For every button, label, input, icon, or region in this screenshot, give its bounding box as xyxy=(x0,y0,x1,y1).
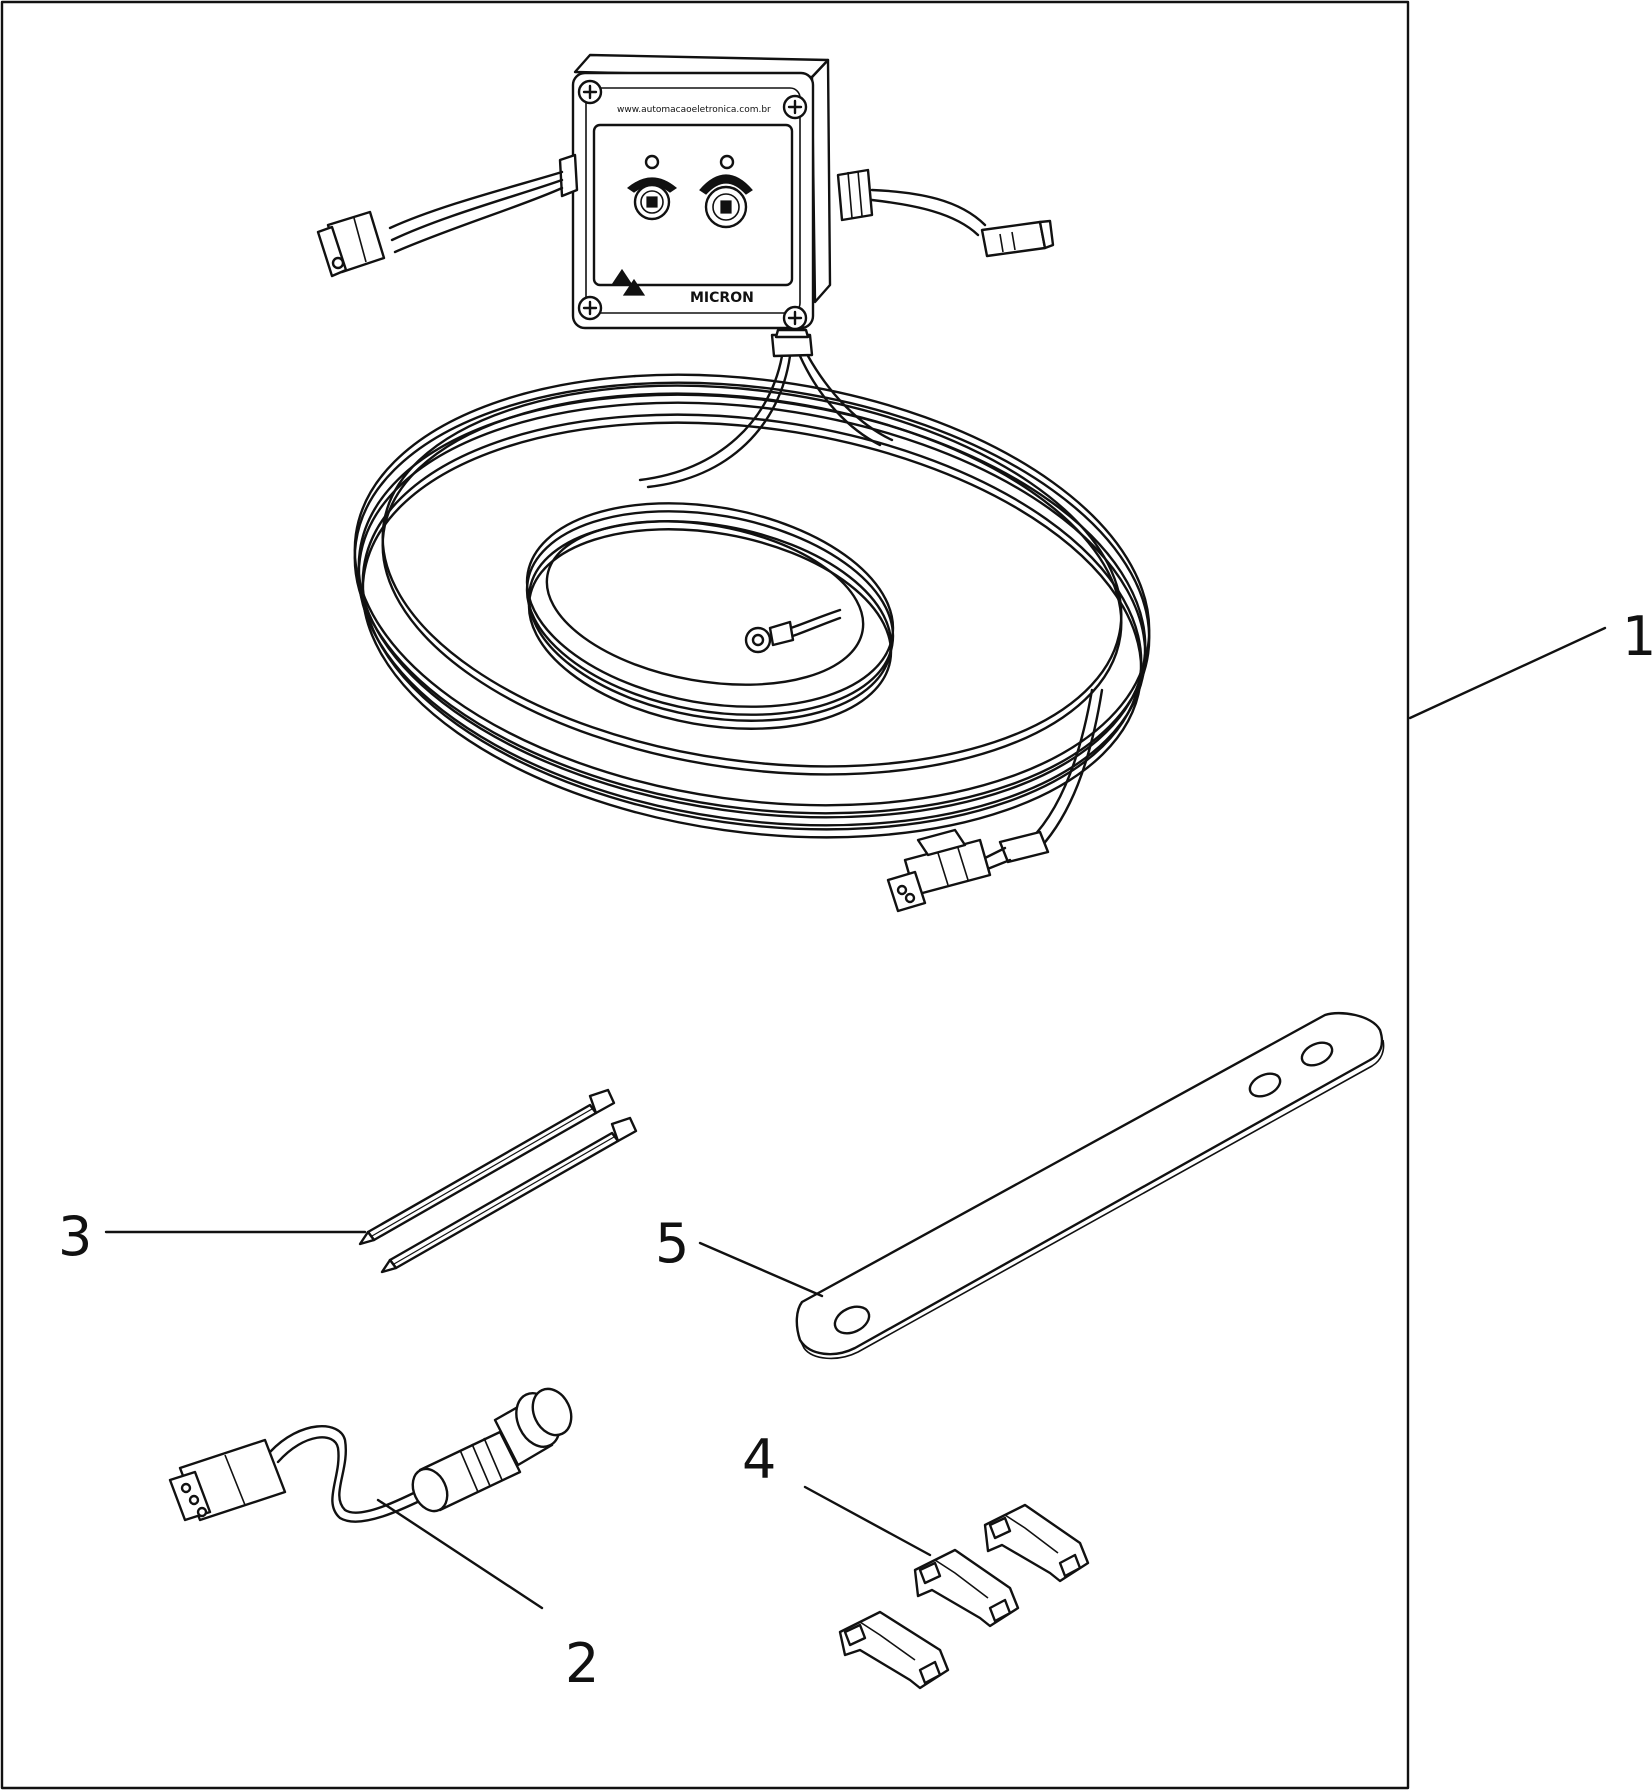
mounting-clip-icon xyxy=(838,1503,1090,1690)
auto-button-icon xyxy=(699,174,753,229)
mounting-bracket-icon xyxy=(795,1011,1385,1360)
leader-line-5 xyxy=(698,1241,824,1298)
leader-line-1 xyxy=(1408,626,1607,720)
led-left xyxy=(644,154,660,170)
kit-frame xyxy=(0,0,1410,1790)
callout-5: 5 xyxy=(655,1212,689,1275)
control-box-icon: www.automacaoeletronica.com.br MICRON xyxy=(558,53,874,358)
website-text: www.automacaoeletronica.com.br xyxy=(617,105,771,115)
callout-1: 1 xyxy=(1622,605,1652,668)
proximity-sensor-icon xyxy=(168,1387,573,1523)
wire-harness-icon xyxy=(316,170,1151,913)
brand-text: MICRON xyxy=(690,290,754,306)
cable-tie-icon xyxy=(358,1088,638,1274)
manual-button-icon xyxy=(626,177,678,221)
screw-icon xyxy=(577,79,808,331)
leader-line-4 xyxy=(803,1485,932,1557)
leader-line-2 xyxy=(376,1498,544,1610)
led-right xyxy=(719,154,735,170)
callout-4: 4 xyxy=(742,1428,776,1491)
callout-3: 3 xyxy=(58,1205,92,1268)
callout-2: 2 xyxy=(565,1632,599,1695)
